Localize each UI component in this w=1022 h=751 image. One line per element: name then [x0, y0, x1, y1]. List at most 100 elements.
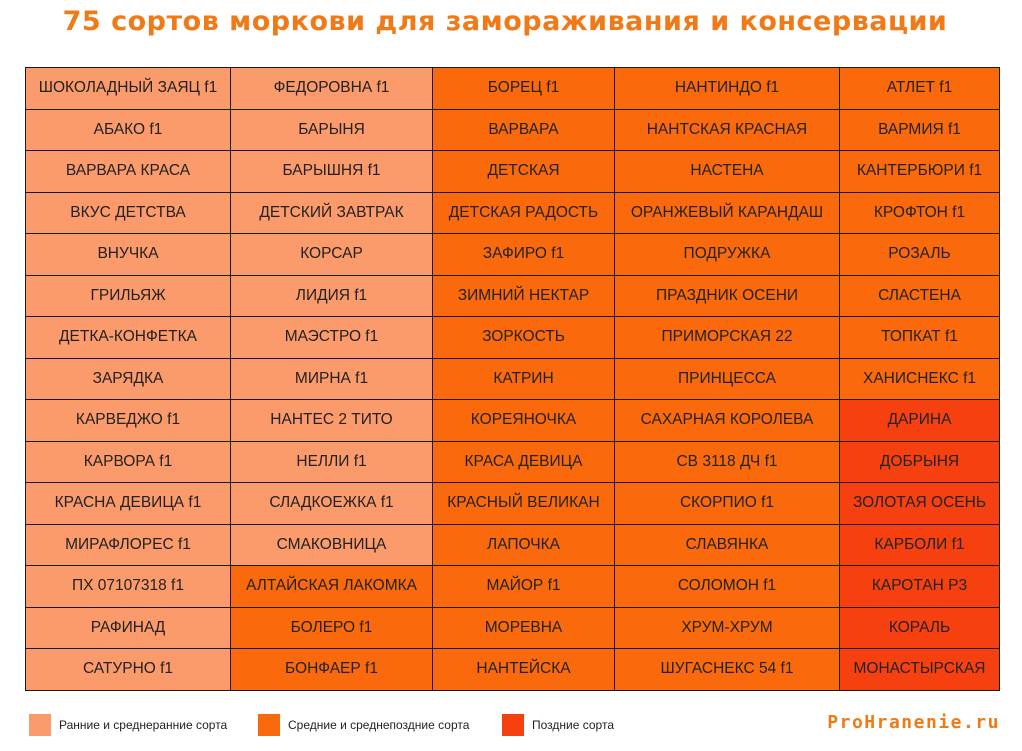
- variety-cell: АБАКО f1: [25, 108, 231, 151]
- variety-cell: БАРЫШНЯ f1: [230, 150, 433, 193]
- variety-cell: БОНФАЕР f1: [230, 648, 433, 691]
- variety-cell: ПОДРУЖКА: [614, 233, 840, 276]
- variety-cell: СМАКОВНИЦА: [230, 523, 433, 566]
- variety-cell: КОРСАР: [230, 233, 433, 276]
- table-row: ВАРВАРА КРАСА БАРЫШНЯ f1 ДЕТСКАЯ НАСТЕНА КАН…: [25, 150, 1000, 193]
- variety-cell: ШОКОЛАДНЫЙ ЗАЯЦ f1: [25, 67, 231, 110]
- variety-cell: КОРАЛЬ: [839, 606, 1000, 649]
- table-row: МИРАФЛОРЕС f1 СМАКОВНИЦА ЛАПОЧКА СЛАВЯНКА КА…: [25, 523, 1000, 566]
- variety-cell: ВНУЧКА: [25, 233, 231, 276]
- legend-label-mid: Средние и среднепоздние сорта: [288, 718, 470, 732]
- table-row: КРАСНА ДЕВИЦА f1 СЛАДКОЕЖКА f1 КРАСНЫЙ ВЕЛ…: [25, 482, 1000, 525]
- table-row: КАРВЕДЖО f1 НАНТЕС 2 ТИТО КОРЕЯНОЧКА САХАРН…: [25, 399, 1000, 442]
- legend-swatch-early: [29, 714, 51, 736]
- variety-cell: ВАРМИЯ f1: [839, 108, 1000, 151]
- legend-label-early: Ранние и среднеранние сорта: [59, 718, 228, 732]
- variety-cell: БАРЫНЯ: [230, 108, 433, 151]
- variety-cell: КРОФТОН f1: [839, 191, 1000, 234]
- variety-cell: НАНТСКАЯ КРАСНАЯ: [614, 108, 840, 151]
- variety-cell: МИРАФЛОРЕС f1: [25, 523, 231, 566]
- variety-cell: НЕЛЛИ f1: [230, 440, 433, 483]
- variety-cell: СОЛОМОН f1: [614, 565, 840, 608]
- variety-cell: КАТРИН: [432, 357, 615, 400]
- variety-cell: АТЛЕТ f1: [839, 67, 1000, 110]
- table-row: САТУРНО f1 БОНФАЕР f1 НАНТЕЙСКА ШУГАСНЕКС 5…: [25, 648, 1000, 691]
- variety-cell: КРАСНЫЙ ВЕЛИКАН: [432, 482, 615, 525]
- variety-cell: СКОРПИО f1: [614, 482, 840, 525]
- variety-cell: ПРИНЦЕССА: [614, 357, 840, 400]
- variety-cell: ЗАРЯДКА: [25, 357, 231, 400]
- variety-cell: КОРЕЯНОЧКА: [432, 399, 615, 442]
- variety-cell: ДЕТКА-КОНФЕТКА: [25, 316, 231, 359]
- variety-cell: КАРОТАН Р3: [839, 565, 1000, 608]
- variety-cell: ОРАНЖЕВЫЙ КАРАНДАШ: [614, 191, 840, 234]
- variety-cell: ПРИМОРСКАЯ 22: [614, 316, 840, 359]
- variety-cell: НАНТЕЙСКА: [432, 648, 615, 691]
- legend-swatch-mid: [258, 714, 280, 736]
- table-row: РАФИНАД БОЛЕРО f1 МОРЕВНА ХРУМ-ХРУМ КОРАЛЬ: [25, 606, 1000, 649]
- variety-cell: ЛАПОЧКА: [432, 523, 615, 566]
- variety-cell: ДЕТСКАЯ РАДОСТЬ: [432, 191, 615, 234]
- table-row: ГРИЛЬЯЖ ЛИДИЯ f1 ЗИМНИЙ НЕКТАР ПРАЗДНИК ОСЕ…: [25, 274, 1000, 317]
- variety-cell: ЗОРКОСТЬ: [432, 316, 615, 359]
- variety-cell: АЛТАЙСКАЯ ЛАКОМКА: [230, 565, 433, 608]
- variety-cell: ДЕТСКИЙ ЗАВТРАК: [230, 191, 433, 234]
- variety-cell: СЛАДКОЕЖКА f1: [230, 482, 433, 525]
- variety-cell: СЛАСТЕНА: [839, 274, 1000, 317]
- variety-cell: ЗАФИРО f1: [432, 233, 615, 276]
- variety-cell: ЛИДИЯ f1: [230, 274, 433, 317]
- variety-cell: НАНТИНДО f1: [614, 67, 840, 110]
- variety-cell: КАНТЕРБЮРИ f1: [839, 150, 1000, 193]
- variety-cell: МОРЕВНА: [432, 606, 615, 649]
- variety-cell: КРАСНА ДЕВИЦА f1: [25, 482, 231, 525]
- variety-cell: МАЙОР f1: [432, 565, 615, 608]
- variety-cell: ДЕТСКАЯ: [432, 150, 615, 193]
- variety-cell: НАНТЕС 2 ТИТО: [230, 399, 433, 442]
- legend-mid: Средние и среднепоздние сорта: [258, 713, 469, 737]
- legend-swatch-late: [502, 714, 524, 736]
- variety-cell: ХАНИСНЕКС f1: [839, 357, 1000, 400]
- variety-cell: МИРНА f1: [230, 357, 433, 400]
- legend-late: Поздние сорта: [502, 713, 614, 737]
- variety-cell: БОРЕЦ f1: [432, 67, 615, 110]
- page-title: 75 сортов моркови для замораживания и ко…: [62, 6, 948, 37]
- variety-cell: САХАРНАЯ КОРОЛЕВА: [614, 399, 840, 442]
- variety-cell: ТОПКАТ f1: [839, 316, 1000, 359]
- variety-cell: ВАРВАРА КРАСА: [25, 150, 231, 193]
- variety-cell: ЗИМНИЙ НЕКТАР: [432, 274, 615, 317]
- varieties-table: ШОКОЛАДНЫЙ ЗАЯЦ f1 ФЕДОРОВНА f1 БОРЕЦ f1 НА…: [25, 67, 1000, 691]
- table-row: ШОКОЛАДНЫЙ ЗАЯЦ f1 ФЕДОРОВНА f1 БОРЕЦ f1 НА…: [25, 67, 1000, 110]
- variety-cell: ДОБРЫНЯ: [839, 440, 1000, 483]
- table-row: ВКУС ДЕТСТВА ДЕТСКИЙ ЗАВТРАК ДЕТСКАЯ РАДОС…: [25, 191, 1000, 234]
- site-watermark: ProHranenie.ru: [827, 712, 1000, 733]
- legend-label-late: Поздние сорта: [532, 718, 614, 732]
- variety-cell: ХРУМ-ХРУМ: [614, 606, 840, 649]
- table-row: ВНУЧКА КОРСАР ЗАФИРО f1 ПОДРУЖКА РОЗАЛЬ: [25, 233, 1000, 276]
- table-row: КАРВОРА f1 НЕЛЛИ f1 КРАСА ДЕВИЦА СВ 3118 ДЧ…: [25, 440, 1000, 483]
- variety-cell: ДАРИНА: [839, 399, 1000, 442]
- variety-cell: РАФИНАД: [25, 606, 231, 649]
- variety-cell: КАРВОРА f1: [25, 440, 231, 483]
- variety-cell: САТУРНО f1: [25, 648, 231, 691]
- variety-cell: ПХ 07107318 f1: [25, 565, 231, 608]
- variety-cell: ШУГАСНЕКС 54 f1: [614, 648, 840, 691]
- table-row: ПХ 07107318 f1 АЛТАЙСКАЯ ЛАКОМКА МАЙОР f1 С…: [25, 565, 1000, 608]
- variety-cell: ПРАЗДНИК ОСЕНИ: [614, 274, 840, 317]
- variety-cell: КАРВЕДЖО f1: [25, 399, 231, 442]
- variety-cell: КРАСА ДЕВИЦА: [432, 440, 615, 483]
- variety-cell: СЛАВЯНКА: [614, 523, 840, 566]
- variety-cell: БОЛЕРО f1: [230, 606, 433, 649]
- table-row: АБАКО f1 БАРЫНЯ ВАРВАРА НАНТСКАЯ КРАСНАЯ ВАР…: [25, 108, 1000, 151]
- variety-cell: ГРИЛЬЯЖ: [25, 274, 231, 317]
- variety-cell: ВКУС ДЕТСТВА: [25, 191, 231, 234]
- variety-cell: ЗОЛОТАЯ ОСЕНЬ: [839, 482, 1000, 525]
- variety-cell: МАЭСТРО f1: [230, 316, 433, 359]
- variety-cell: НАСТЕНА: [614, 150, 840, 193]
- table-row: ЗАРЯДКА МИРНА f1 КАТРИН ПРИНЦЕССА ХАНИСНЕКС …: [25, 357, 1000, 400]
- variety-cell: ФЕДОРОВНА f1: [230, 67, 433, 110]
- variety-cell: СВ 3118 ДЧ f1: [614, 440, 840, 483]
- variety-cell: МОНАСТЫРСКАЯ: [839, 648, 1000, 691]
- table-row: ДЕТКА-КОНФЕТКА МАЭСТРО f1 ЗОРКОСТЬ ПРИМОРСК…: [25, 316, 1000, 359]
- variety-cell: ВАРВАРА: [432, 108, 615, 151]
- variety-cell: КАРБОЛИ f1: [839, 523, 1000, 566]
